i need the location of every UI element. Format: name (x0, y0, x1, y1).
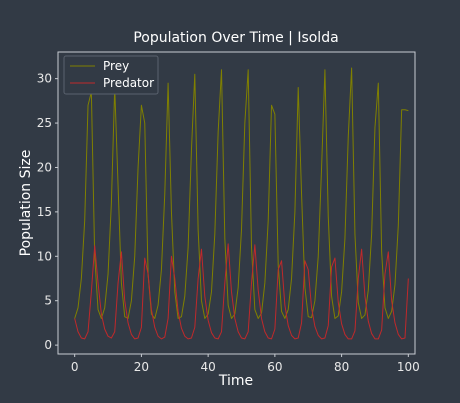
x-tick-label: 80 (334, 360, 349, 374)
x-tick-label: 100 (397, 360, 420, 374)
x-tick-label: 60 (267, 360, 282, 374)
series-layer (74, 67, 409, 340)
x-tick-label: 20 (134, 360, 149, 374)
x-tick-label: 40 (200, 360, 215, 374)
y-tick-label: 5 (44, 294, 52, 308)
legend-label-prey: Prey (103, 59, 129, 73)
y-axis: 0 5 10 15 20 25 30 (37, 72, 58, 352)
y-tick-label: 30 (37, 72, 52, 86)
y-tick-label: 20 (37, 160, 52, 174)
x-axis: 0 20 40 60 80 100 (71, 354, 420, 374)
legend-label-predator: Predator (103, 76, 154, 90)
y-tick-label: 0 (44, 338, 52, 352)
series-line-predator (74, 243, 409, 340)
y-axis-label: Population Size (18, 150, 34, 257)
x-tick-label: 0 (71, 360, 79, 374)
x-axis-label: Time (218, 373, 253, 389)
plot-area (57, 51, 416, 355)
legend: Prey Predator (63, 55, 159, 95)
y-tick-label: 10 (37, 249, 52, 263)
chart-title: Population Over Time | Isolda (133, 30, 338, 46)
series-line-prey (74, 67, 409, 319)
y-tick-label: 25 (37, 116, 52, 130)
y-tick-label: 15 (37, 205, 52, 219)
